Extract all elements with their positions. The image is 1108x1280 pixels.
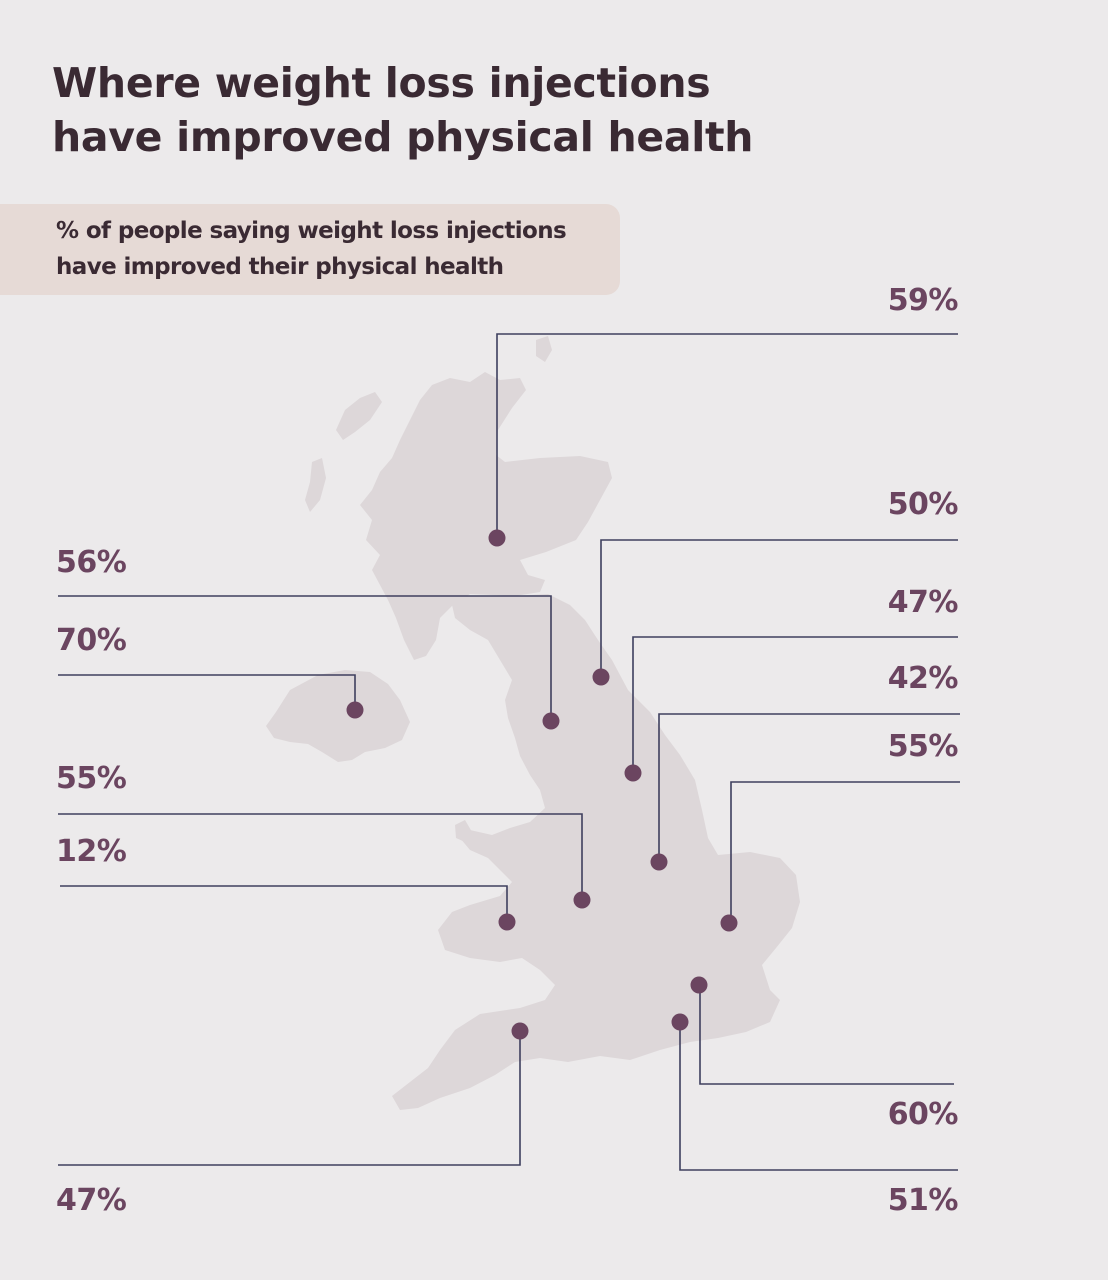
value-east-midlands: 42%	[887, 661, 959, 696]
subtitle-box	[0, 204, 620, 295]
value-wales: 12%	[56, 834, 127, 869]
leader-south-west	[58, 1031, 521, 1166]
subtitle-line-2: have improved their physical health	[56, 254, 504, 280]
marker-south-west[interactable]	[511, 1022, 529, 1040]
leader-west-midlands	[58, 813, 583, 900]
value-west-midlands: 55%	[56, 761, 127, 796]
subtitle-line-1: % of people saying weight loss injection…	[56, 218, 567, 244]
leader-lines	[58, 333, 960, 1171]
marker-west-midlands[interactable]	[573, 891, 591, 909]
leader-east-of-england	[730, 781, 960, 923]
region-northern-isles	[536, 336, 552, 362]
markers	[346, 529, 738, 1040]
value-north-east: 50%	[887, 487, 959, 522]
leader-northern-ireland	[58, 674, 356, 710]
value-scotland: 59%	[887, 283, 959, 318]
value-northern-ireland: 70%	[56, 623, 127, 658]
leader-north-west	[58, 595, 552, 721]
value-london: 60%	[887, 1097, 959, 1132]
subtitle: % of people saying weight loss injection…	[56, 213, 567, 285]
marker-yorkshire[interactable]	[624, 764, 642, 782]
region-isle-of-man	[455, 820, 472, 842]
page-title: Where weight loss injections have improv…	[52, 56, 753, 164]
leader-north-east	[600, 539, 958, 677]
leader-south-east	[679, 1022, 958, 1171]
region-hebrides	[336, 392, 382, 440]
marker-london[interactable]	[690, 976, 708, 994]
leader-london	[699, 985, 954, 1085]
value-yorkshire: 47%	[887, 585, 959, 620]
title-line-1: Where weight loss injections	[52, 59, 711, 107]
leader-wales	[60, 885, 508, 922]
land	[266, 336, 800, 1110]
leader-scotland	[496, 333, 958, 538]
marker-northern-ireland[interactable]	[346, 701, 364, 719]
leader-east-midlands	[658, 713, 960, 862]
marker-wales[interactable]	[498, 913, 516, 931]
leader-yorkshire	[632, 636, 958, 773]
marker-east-of-england[interactable]	[720, 914, 738, 932]
marker-east-midlands[interactable]	[650, 853, 668, 871]
value-east-of-england: 55%	[887, 729, 959, 764]
title-line-2: have improved physical health	[52, 113, 754, 161]
region-hebrides-south	[305, 458, 326, 512]
region-scotland	[360, 372, 612, 660]
marker-scotland[interactable]	[488, 529, 506, 547]
marker-south-east[interactable]	[671, 1013, 689, 1031]
value-south-east: 51%	[887, 1183, 959, 1218]
value-north-west: 56%	[56, 545, 127, 580]
marker-north-east[interactable]	[592, 668, 610, 686]
value-south-west: 47%	[56, 1183, 127, 1218]
marker-north-west[interactable]	[542, 712, 560, 730]
region-northern-ireland	[266, 670, 410, 762]
